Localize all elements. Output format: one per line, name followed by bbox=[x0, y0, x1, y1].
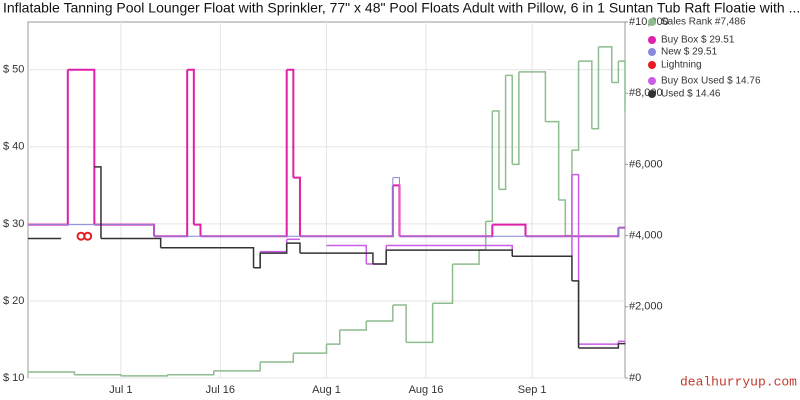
legend-swatch bbox=[648, 61, 656, 69]
step-line bbox=[392, 304, 407, 343]
step-line bbox=[299, 252, 374, 264]
step-line bbox=[505, 74, 513, 165]
step-line bbox=[578, 60, 593, 129]
step-line bbox=[326, 244, 368, 264]
step-line bbox=[366, 305, 394, 322]
step-line bbox=[260, 243, 288, 254]
y2-tick-label: #0 bbox=[629, 372, 641, 384]
step-line bbox=[492, 223, 527, 237]
y2-tick-label: #6,000 bbox=[629, 158, 663, 170]
x-tick-label: Jul 1 bbox=[109, 384, 132, 396]
step-line bbox=[512, 255, 573, 281]
step-line bbox=[406, 303, 434, 344]
step-line bbox=[293, 176, 301, 237]
step-line bbox=[339, 321, 368, 331]
legend-label: Buy Box Used $ 14.76 bbox=[661, 76, 761, 87]
step-line bbox=[558, 199, 567, 236]
step-line bbox=[187, 68, 195, 225]
y-tick-label: $ 50 bbox=[3, 64, 24, 76]
step-line bbox=[167, 370, 215, 376]
step-line bbox=[213, 361, 261, 372]
x-tick-label: Sep 1 bbox=[518, 384, 547, 396]
legend-swatch bbox=[648, 18, 656, 26]
legend-swatch bbox=[648, 48, 656, 56]
step-line bbox=[200, 247, 255, 268]
y-tick-label: $ 30 bbox=[3, 218, 24, 230]
legend-swatch bbox=[648, 36, 656, 44]
step-line bbox=[485, 111, 494, 223]
y2-tick-label: #8,000 bbox=[629, 87, 663, 99]
step-line bbox=[598, 46, 613, 83]
step-line bbox=[578, 343, 620, 349]
step-line bbox=[498, 75, 507, 191]
step-line bbox=[286, 242, 301, 254]
step-line bbox=[154, 177, 394, 237]
y2-tick-label: #4,000 bbox=[629, 230, 663, 242]
step-line bbox=[100, 237, 162, 248]
x-tick-label: Jul 16 bbox=[206, 384, 235, 396]
lightning-marker bbox=[83, 231, 93, 241]
step-line bbox=[253, 253, 261, 269]
step-line bbox=[492, 110, 500, 190]
step-line bbox=[28, 371, 76, 375]
y-tick-label: $ 10 bbox=[3, 372, 24, 384]
step-line bbox=[94, 166, 102, 239]
y-tick-label: $ 40 bbox=[3, 141, 24, 153]
step-line bbox=[452, 249, 480, 265]
step-line bbox=[432, 264, 454, 304]
y2-tick-label: #2,000 bbox=[629, 301, 663, 313]
step-line bbox=[545, 120, 560, 200]
step-line bbox=[399, 227, 619, 237]
watermark: dealhurryup.com bbox=[680, 374, 797, 389]
step-line bbox=[28, 224, 155, 237]
legend-swatch bbox=[648, 90, 656, 98]
step-line bbox=[67, 68, 96, 225]
x-tick-label: Aug 1 bbox=[312, 384, 341, 396]
step-line bbox=[512, 71, 520, 166]
step-line bbox=[326, 329, 341, 345]
step-line bbox=[392, 177, 400, 237]
y-tick-label: $ 20 bbox=[3, 295, 24, 307]
legend-label: Sales Rank #7,486 bbox=[661, 17, 746, 28]
legend-swatch bbox=[648, 77, 656, 85]
step-line bbox=[618, 60, 626, 112]
step-line bbox=[386, 249, 513, 257]
x-tick-label: Aug 16 bbox=[409, 384, 444, 396]
step-line bbox=[372, 250, 387, 265]
legend-label: Used $ 14.46 bbox=[661, 89, 721, 100]
step-line bbox=[193, 223, 202, 237]
step-line bbox=[571, 280, 580, 348]
legend-label: New $ 29.51 bbox=[661, 47, 718, 58]
legend-label: Buy Box $ 29.51 bbox=[661, 35, 735, 46]
step-line bbox=[571, 61, 580, 151]
step-line bbox=[286, 68, 295, 178]
step-line bbox=[538, 71, 547, 122]
legend-label: Lightning bbox=[661, 60, 702, 71]
step-line bbox=[591, 46, 600, 130]
step-line bbox=[260, 353, 295, 363]
chart-title: Inflatable Tanning Pool Lounger Float wi… bbox=[3, 0, 800, 16]
step-line bbox=[611, 61, 620, 84]
step-line bbox=[293, 344, 328, 354]
